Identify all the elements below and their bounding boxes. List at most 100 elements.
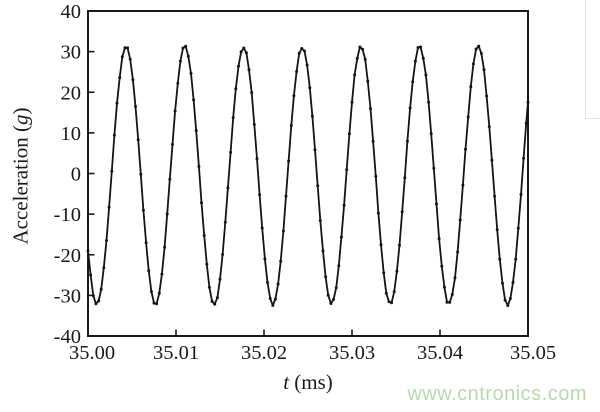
waveform-marker xyxy=(334,286,338,290)
waveform-marker xyxy=(474,47,478,51)
waveform-marker xyxy=(516,226,520,230)
waveform-marker xyxy=(398,243,401,247)
waveform-marker xyxy=(413,59,417,63)
x-axis-title-variable: t xyxy=(283,370,290,394)
waveform-marker xyxy=(329,302,333,305)
waveform-marker xyxy=(440,264,444,268)
waveform-marker xyxy=(163,245,167,249)
waveform-marker xyxy=(337,264,341,268)
waveform-marker xyxy=(131,78,135,82)
waveform-marker xyxy=(514,257,518,261)
waveform-marker xyxy=(115,101,119,105)
waveform-marker xyxy=(268,297,272,300)
waveform-marker xyxy=(511,280,515,284)
waveform-marker xyxy=(292,94,296,98)
waveform-marker xyxy=(361,47,365,51)
waveform-marker xyxy=(400,210,404,214)
waveform-marker xyxy=(308,86,312,90)
waveform-marker xyxy=(192,98,196,102)
waveform-marker xyxy=(445,300,449,304)
waveform-marker xyxy=(271,303,275,307)
waveform-marker xyxy=(295,70,299,73)
x-tick-label: 35.04 xyxy=(417,342,463,364)
waveform-marker xyxy=(466,115,470,119)
waveform-marker xyxy=(126,46,130,50)
waveform-marker xyxy=(519,193,523,196)
waveform-marker xyxy=(181,46,185,50)
waveform-marker xyxy=(134,105,137,108)
waveform-marker xyxy=(485,94,489,98)
waveform-marker xyxy=(326,293,330,297)
waveform-marker xyxy=(355,56,359,60)
waveform-marker xyxy=(498,257,502,261)
waveform-marker xyxy=(310,114,314,118)
waveform-marker xyxy=(197,165,201,168)
x-tick-label: 35.02 xyxy=(241,342,287,364)
waveform-marker xyxy=(427,100,431,104)
waveform-marker xyxy=(482,68,486,72)
waveform-marker xyxy=(382,271,386,275)
waveform-marker xyxy=(189,72,193,75)
waveform-marker xyxy=(89,273,93,277)
waveform-marker xyxy=(408,106,412,110)
waveform-marker xyxy=(107,205,111,209)
waveform-marker xyxy=(471,62,475,66)
waveform-marker xyxy=(432,166,436,170)
waveform-marker xyxy=(171,142,174,146)
x-tick-label: 35.01 xyxy=(153,342,199,364)
waveform-marker xyxy=(237,64,240,68)
waveform-marker xyxy=(316,184,320,188)
waveform-marker xyxy=(144,241,148,245)
waveform-marker xyxy=(339,235,343,239)
waveform-marker xyxy=(234,87,238,91)
waveform-marker xyxy=(263,257,267,261)
x-tick-label: 35.03 xyxy=(329,342,375,364)
y-tick-label: 10 xyxy=(61,123,82,145)
waveform-marker xyxy=(321,249,325,253)
waveform-marker xyxy=(289,124,293,127)
waveform-marker xyxy=(369,107,372,111)
y-tick-label: -30 xyxy=(54,285,81,307)
waveform-marker xyxy=(421,56,425,60)
waveform-marker xyxy=(123,46,127,50)
y-tick-label: -10 xyxy=(54,204,81,226)
waveform-marker xyxy=(168,177,172,181)
waveform-marker xyxy=(300,47,304,50)
waveform-marker xyxy=(411,80,415,84)
waveform-marker xyxy=(184,44,188,48)
waveform-marker xyxy=(524,121,528,125)
waveform-marker xyxy=(305,63,309,67)
waveform-marker xyxy=(501,281,504,285)
waveform-marker xyxy=(390,301,394,305)
waveform-line xyxy=(87,45,529,307)
waveform-marker xyxy=(252,123,256,126)
x-tick-label: 35.00 xyxy=(69,342,115,364)
waveform-marker xyxy=(118,76,122,80)
waveform-marker xyxy=(260,226,264,230)
waveform-marker xyxy=(226,186,230,190)
waveform-marker xyxy=(110,169,114,173)
waveform-marker xyxy=(358,45,362,49)
waveform-marker xyxy=(526,100,530,104)
waveform-marker xyxy=(403,176,407,180)
background-panel-corner xyxy=(585,0,600,119)
waveform-marker xyxy=(149,290,153,293)
waveform-marker xyxy=(395,269,399,273)
waveform-marker xyxy=(453,276,457,280)
waveform-marker xyxy=(120,55,124,59)
waveform-marker xyxy=(456,250,460,254)
waveform-marker xyxy=(205,262,209,266)
waveform-marker xyxy=(186,54,190,58)
waveform-marker xyxy=(202,233,206,237)
waveform-marker xyxy=(350,100,354,104)
watermark: www.cntronics.com xyxy=(407,383,587,405)
waveform-marker xyxy=(461,183,465,187)
y-tick-label: -40 xyxy=(54,326,81,348)
waveform-marker xyxy=(379,243,383,247)
waveform-marker xyxy=(313,148,317,152)
waveform-marker xyxy=(176,81,180,85)
waveform-marker xyxy=(273,297,277,301)
waveform-marker xyxy=(347,132,351,136)
x-tick-label: 35.05 xyxy=(510,342,556,364)
